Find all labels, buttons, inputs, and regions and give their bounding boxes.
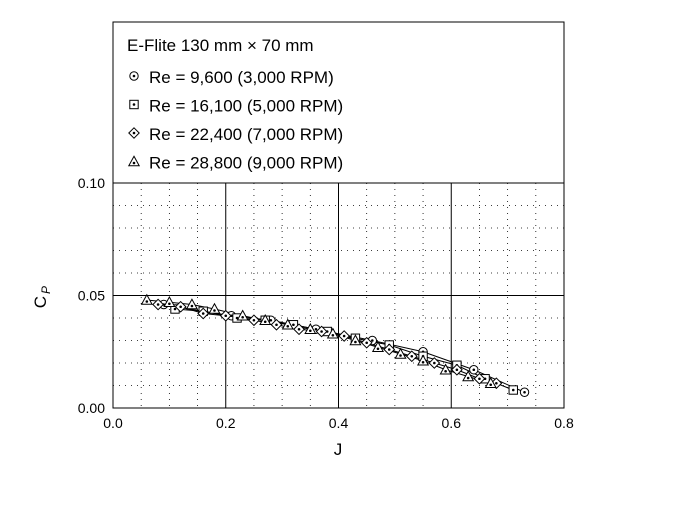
data-point-series-4 [304, 323, 317, 334]
data-point-series-4 [394, 347, 407, 359]
x-tick-label: 0.6 [442, 415, 462, 431]
data-point-series-2 [508, 385, 518, 395]
chart-title: E-Flite 130 mm × 70 mm [127, 36, 314, 55]
y-axis-label-subscript: P [39, 286, 53, 294]
data-point-series-3 [428, 357, 441, 369]
legend-label-4: Re = 28,800 (9,000 RPM) [149, 154, 343, 173]
y-axis-label-main: C [31, 296, 50, 308]
y-axis-label: C P [31, 286, 53, 308]
x-axis-label: J [334, 440, 343, 459]
data-point-series-1 [469, 365, 479, 375]
data-point-series-4 [140, 293, 153, 305]
data-point-series-3 [219, 309, 232, 322]
legend-marker-4 [127, 155, 141, 167]
data-point-series-4 [349, 334, 362, 346]
x-tick-label: 0.2 [216, 415, 236, 431]
legend-box [112, 21, 565, 184]
legend: Re = 9,600 (3,000 RPM) Re = 16,100 (5,000… [127, 68, 343, 173]
data-point-series-3 [383, 343, 396, 356]
grid [113, 182, 564, 408]
data-point-series-4 [439, 363, 452, 375]
data-point-series-3 [152, 298, 165, 311]
data-point-series-4 [281, 318, 294, 330]
data-point-series-4 [484, 377, 497, 388]
series-layer [140, 293, 530, 397]
x-tick-label: 0.0 [103, 415, 123, 431]
data-point-series-4 [208, 302, 221, 314]
x-tick-label: 0.4 [329, 415, 349, 431]
data-point-series-4 [417, 354, 430, 366]
data-point-series-3 [197, 307, 210, 320]
data-point-series-3 [360, 336, 373, 349]
data-point-series-1 [519, 387, 530, 397]
legend-label-3: Re = 22,400 (7,000 RPM) [149, 125, 343, 144]
legend-label-2: Re = 16,100 (5,000 RPM) [149, 97, 343, 116]
x-tick-label: 0.8 [554, 415, 574, 431]
data-point-series-3 [174, 300, 187, 313]
data-point-series-4 [185, 298, 198, 310]
legend-marker-3 [128, 127, 140, 139]
data-point-series-3 [270, 318, 283, 331]
y-tick-label: 0.00 [78, 400, 105, 416]
y-tick-label: 0.05 [78, 288, 105, 304]
data-point-series-3 [450, 363, 463, 376]
data-point-series-4 [326, 327, 339, 339]
data-point-series-3 [338, 330, 351, 342]
legend-marker-2 [129, 99, 139, 110]
data-point-series-4 [259, 314, 272, 325]
data-point-series-3 [315, 325, 328, 338]
data-point-series-4 [163, 296, 176, 307]
plot-frame [112, 182, 565, 409]
legend-marker-1 [129, 71, 139, 81]
data-point-series-4 [371, 341, 385, 352]
data-point-series-3 [293, 323, 305, 336]
data-point-series-4 [236, 309, 249, 321]
tick-labels: 0.0 0.2 0.4 0.6 0.8 0.00 0.05 0.10 [78, 175, 574, 431]
data-point-series-4 [462, 370, 475, 382]
data-point-series-3 [248, 314, 260, 327]
data-point-series-3 [405, 350, 418, 363]
legend-label-1: Re = 9,600 (3,000 RPM) [149, 68, 334, 87]
y-tick-label: 0.10 [78, 175, 105, 191]
data-point-series-3 [473, 372, 486, 385]
